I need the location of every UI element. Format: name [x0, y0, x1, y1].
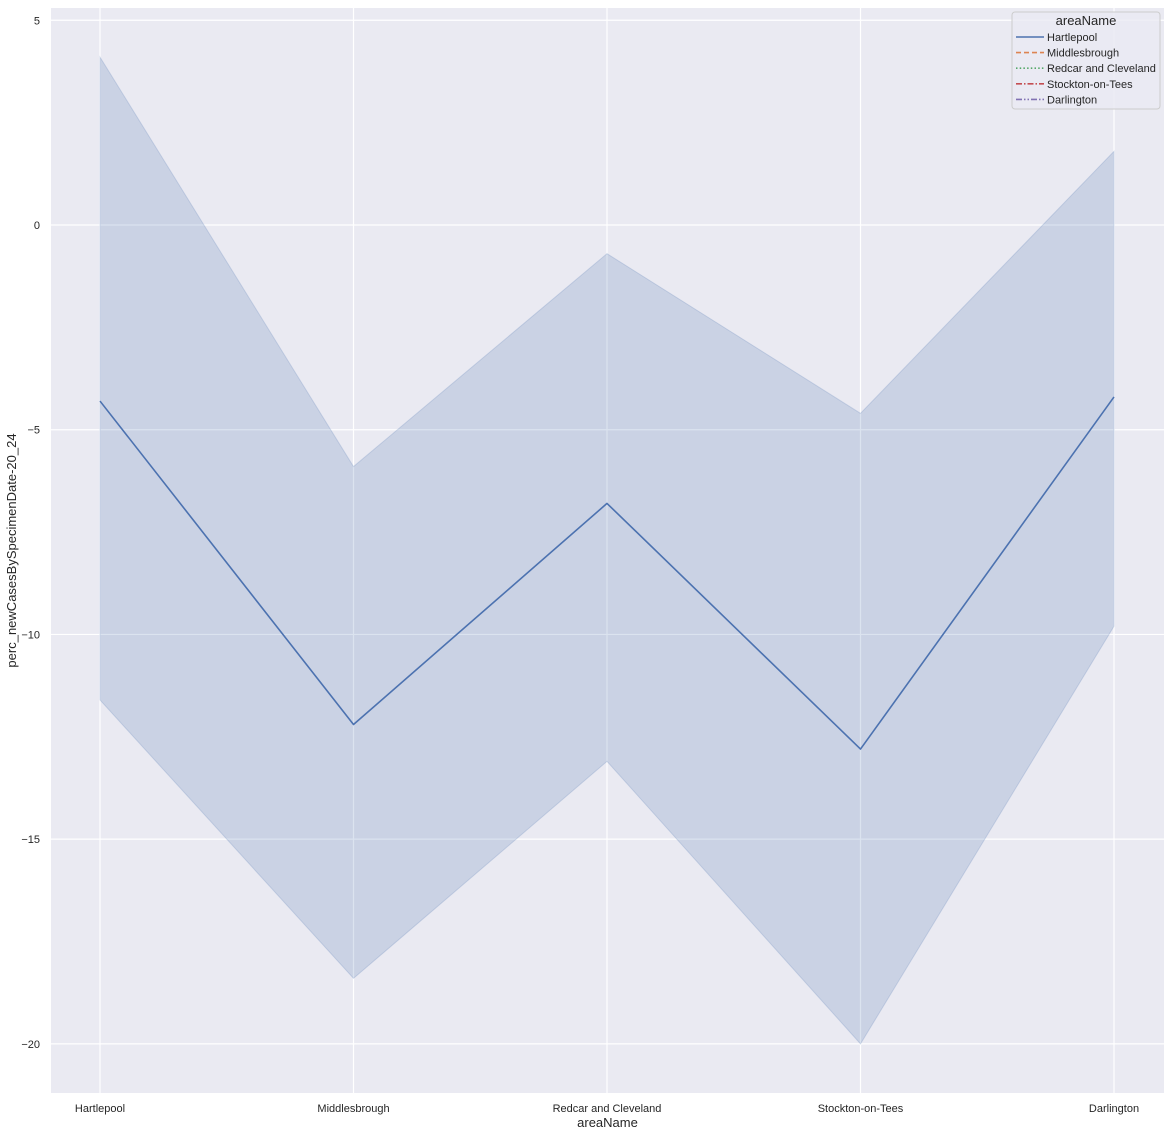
series-line: [99, 396, 1115, 750]
y-tick-label: 0: [34, 220, 40, 232]
y-tick-label: 5: [34, 15, 40, 27]
y-tick-labels: 5 0 −5 −10 −15 −20: [21, 15, 40, 1051]
legend-label: Redcar and Cleveland: [1047, 63, 1156, 75]
grid-lines: [51, 8, 1164, 1093]
confidence-bands: [99, 55, 1115, 1045]
x-tick-label: Redcar and Cleveland: [553, 1103, 662, 1115]
x-tick-labels: Hartlepool Middlesbrough Redcar and Clevel…: [75, 1103, 1139, 1115]
legend-title: areaName: [1056, 13, 1117, 28]
y-tick-label: −20: [21, 1039, 40, 1051]
legend-box: [1011, 11, 1161, 110]
x-tick-label: Stockton-on-Tees: [818, 1103, 904, 1115]
y-tick-label: −5: [27, 425, 40, 437]
y-tick-label: −15: [21, 834, 40, 846]
x-tick-label: Darlington: [1089, 1103, 1139, 1115]
legend-label: Stockton-on-Tees: [1047, 79, 1133, 91]
legend: areaName Hartlepool Middlesbrough Redcar a…: [1011, 11, 1161, 110]
legend-label: Hartlepool: [1047, 32, 1097, 44]
confidence-band: [99, 55, 1115, 1045]
y-tick-label: −10: [21, 629, 40, 641]
x-tick-label: Middlesbrough: [317, 1103, 389, 1115]
legend-label: Darlington: [1047, 94, 1097, 106]
y-axis-label: perc_newCasesBySpecimenDate-20_24: [4, 433, 19, 667]
x-tick-label: Hartlepool: [75, 1103, 125, 1115]
legend-label: Middlesbrough: [1047, 48, 1119, 60]
series-lines: [99, 396, 1115, 750]
x-axis-label: areaName: [577, 1115, 638, 1130]
